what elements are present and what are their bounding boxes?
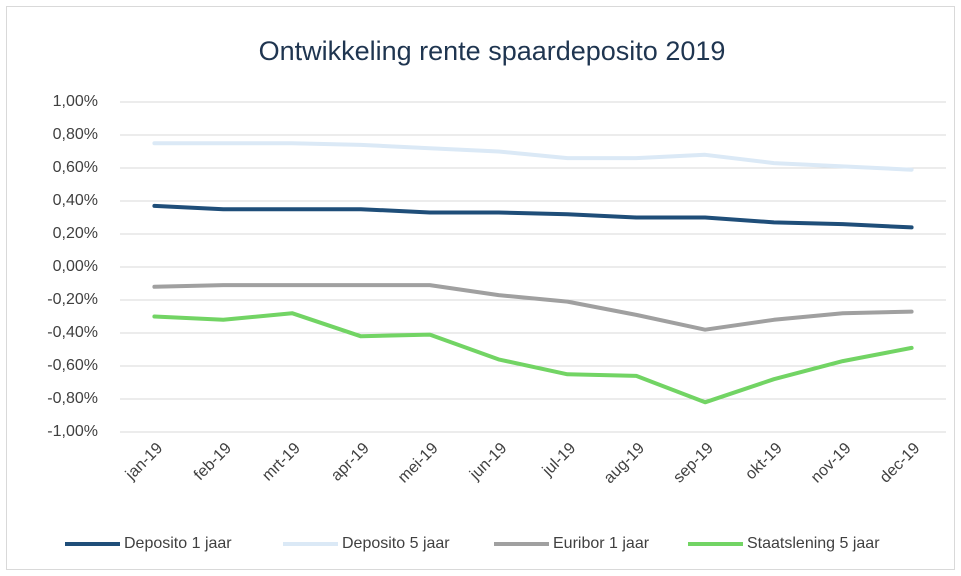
- y-tick-label: -0,20%: [47, 291, 98, 308]
- chart-border: [6, 6, 955, 570]
- legend-label: Deposito 5 jaar: [342, 535, 450, 552]
- y-tick-label: 0,20%: [53, 225, 98, 242]
- y-tick-label: -0,60%: [47, 357, 98, 374]
- y-tick-label: -0,40%: [47, 324, 98, 341]
- y-tick-label: 1,00%: [53, 93, 98, 110]
- legend-label: Staatslening 5 jaar: [747, 535, 880, 552]
- series-line: [152, 141, 914, 172]
- chart-title: Ontwikkeling rente spaardeposito 2019: [259, 36, 726, 66]
- legend-label: Deposito 1 jaar: [124, 535, 232, 552]
- series-line: [152, 283, 914, 332]
- y-tick-label: -1,00%: [47, 423, 98, 440]
- y-tick-label: 0,80%: [53, 126, 98, 143]
- legend-label: Euribor 1 jaar: [553, 535, 650, 552]
- y-tick-label: 0,60%: [53, 159, 98, 176]
- series-line: [152, 311, 914, 405]
- y-tick-label: 0,40%: [53, 192, 98, 209]
- series-line: [152, 203, 914, 230]
- y-tick-label: -0,80%: [47, 390, 98, 407]
- y-tick-label: 0,00%: [53, 258, 98, 275]
